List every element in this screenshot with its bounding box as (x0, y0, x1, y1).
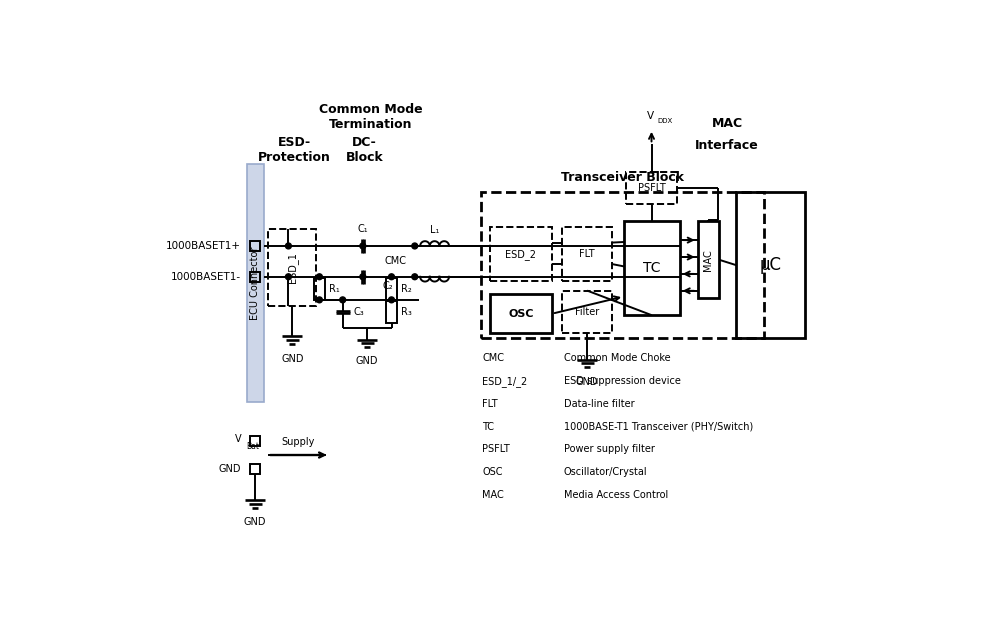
Text: GND: GND (218, 464, 241, 474)
Bar (250, 436, 260, 446)
Bar (698, 221, 719, 299)
Text: Media Access Control: Media Access Control (564, 490, 668, 500)
Bar (250, 464, 260, 474)
Text: TC: TC (483, 422, 495, 431)
Text: MAC: MAC (712, 117, 743, 130)
Text: Power supply filter: Power supply filter (564, 444, 654, 454)
Text: ESD_1/_2: ESD_1/_2 (483, 376, 527, 387)
Text: V: V (647, 111, 654, 121)
Text: MAC: MAC (703, 249, 714, 271)
Text: Oscillator/Crystal: Oscillator/Crystal (564, 467, 647, 477)
Text: Data-line filter: Data-line filter (564, 399, 635, 409)
Text: OSC: OSC (508, 309, 533, 319)
Text: ESD_1: ESD_1 (287, 252, 298, 283)
Text: 1000BASET1-: 1000BASET1- (171, 272, 241, 282)
Circle shape (359, 243, 365, 249)
Bar (246, 163, 263, 403)
Circle shape (412, 243, 418, 249)
Text: ESD suppression device: ESD suppression device (564, 376, 680, 386)
Text: GND: GND (281, 353, 304, 364)
Text: V: V (234, 434, 241, 444)
Text: TC: TC (643, 262, 660, 275)
Bar (624, 221, 680, 315)
Text: Common Mode Choke: Common Mode Choke (564, 353, 670, 364)
Text: OSC: OSC (483, 467, 502, 477)
Text: Transceiver Block: Transceiver Block (561, 172, 683, 184)
Circle shape (285, 243, 291, 249)
Bar (250, 241, 260, 251)
Text: Bat: Bat (246, 442, 259, 452)
Circle shape (285, 274, 291, 279)
Text: ESD-
Protection: ESD- Protection (258, 137, 331, 165)
Circle shape (359, 274, 365, 279)
Text: CMC: CMC (483, 353, 504, 364)
Text: C₁: C₁ (357, 224, 368, 234)
Text: 1000BASET1+: 1000BASET1+ (166, 241, 241, 251)
Text: 1000BASE-T1 Transceiver (PHY/Switch): 1000BASE-T1 Transceiver (PHY/Switch) (564, 422, 753, 431)
Text: Common Mode
Termination: Common Mode Termination (319, 103, 422, 131)
Circle shape (340, 297, 346, 303)
Text: C₃: C₃ (354, 307, 364, 317)
Circle shape (317, 274, 323, 279)
Text: ESD_2: ESD_2 (505, 249, 536, 260)
Circle shape (317, 297, 323, 303)
Circle shape (388, 297, 394, 303)
Text: R₂: R₂ (401, 284, 411, 294)
Text: R₃: R₃ (401, 307, 412, 317)
Text: ECU Connector: ECU Connector (250, 246, 260, 320)
Bar (250, 272, 260, 282)
Text: R₁: R₁ (329, 284, 340, 294)
Bar (386, 301, 397, 323)
Text: DC-
Block: DC- Block (346, 137, 383, 165)
Bar (737, 192, 804, 338)
Text: DDX: DDX (657, 117, 672, 124)
Text: GND: GND (244, 517, 266, 527)
Circle shape (412, 274, 418, 279)
Text: FLT: FLT (483, 399, 497, 409)
Text: GND: GND (355, 356, 378, 366)
Text: PSFLT: PSFLT (638, 183, 665, 193)
Text: Filter: Filter (575, 307, 600, 317)
Text: Interface: Interface (695, 139, 759, 152)
Bar (314, 278, 325, 300)
Text: μC: μC (760, 256, 781, 274)
Text: Supply: Supply (282, 437, 315, 447)
Text: CMC: CMC (384, 256, 406, 266)
Text: PSFLT: PSFLT (483, 444, 510, 454)
Text: MAC: MAC (483, 490, 503, 500)
Text: FLT: FLT (579, 249, 595, 260)
Text: C₂: C₂ (383, 281, 393, 291)
Circle shape (388, 274, 394, 279)
Bar (490, 295, 552, 333)
Text: GND: GND (576, 377, 599, 387)
Text: L₁: L₁ (430, 225, 439, 235)
Bar (386, 278, 397, 300)
